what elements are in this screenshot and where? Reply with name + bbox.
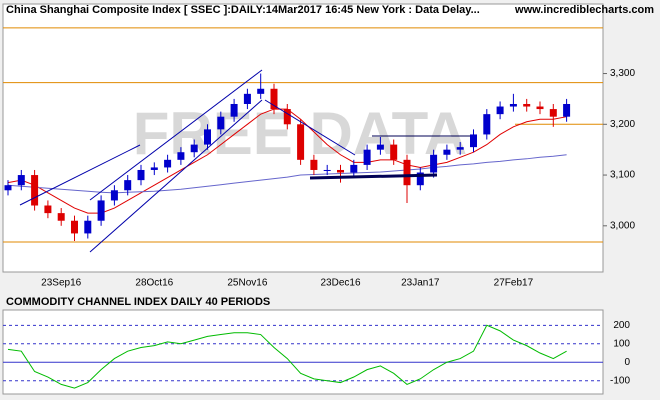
candle-body bbox=[84, 220, 92, 234]
y-tick-label: 100 bbox=[613, 338, 630, 349]
candle-body bbox=[310, 159, 318, 170]
candle-body bbox=[97, 200, 105, 221]
candle-body bbox=[470, 134, 477, 148]
y-tick-label: 3,200 bbox=[610, 119, 635, 130]
x-tick-label: 25Nov16 bbox=[227, 278, 267, 289]
x-tick-label: 28Oct16 bbox=[135, 278, 173, 289]
cci-title: COMMODITY CHANNEL INDEX DAILY 40 PERIODS bbox=[6, 296, 270, 308]
candle-body bbox=[164, 159, 172, 168]
x-tick-label: 23Sep16 bbox=[41, 278, 81, 289]
candle-body bbox=[323, 169, 331, 171]
candle-body bbox=[110, 190, 118, 201]
candle-body bbox=[44, 205, 52, 214]
candle-body bbox=[230, 103, 238, 117]
x-tick-label: 23Jan17 bbox=[401, 278, 440, 289]
candle-body bbox=[283, 109, 291, 125]
support-line bbox=[309, 173, 438, 180]
trend-line bbox=[264, 99, 356, 156]
y-tick-label: -100 bbox=[610, 375, 630, 386]
y-tick-label: 0 bbox=[624, 357, 630, 368]
candle-body bbox=[443, 149, 451, 155]
candle-body bbox=[416, 172, 424, 186]
candle-body bbox=[549, 109, 557, 117]
candle-body bbox=[243, 93, 251, 104]
channel-line bbox=[89, 99, 263, 253]
source: www.incrediblecharts.com bbox=[514, 4, 654, 16]
candle-body bbox=[350, 164, 358, 173]
candle-body bbox=[297, 124, 305, 160]
candle-body bbox=[523, 103, 531, 107]
candle-body bbox=[456, 147, 464, 150]
y-tick-label: 3,100 bbox=[610, 170, 635, 181]
candle-body bbox=[190, 144, 198, 153]
candle-body bbox=[403, 159, 411, 186]
candle-body bbox=[536, 106, 544, 110]
y-tick-label: 3,000 bbox=[610, 220, 635, 231]
candle-body bbox=[270, 88, 278, 110]
y-tick-label: 3,300 bbox=[610, 68, 635, 79]
candle-body bbox=[204, 129, 211, 145]
candle-body bbox=[17, 175, 25, 186]
x-tick-label: 27Feb17 bbox=[494, 278, 534, 289]
candle-body bbox=[4, 185, 12, 191]
channel-line bbox=[19, 144, 141, 206]
candle-body bbox=[390, 144, 398, 160]
candle-body bbox=[496, 106, 504, 115]
candle-body bbox=[217, 116, 225, 130]
candle-body bbox=[57, 213, 65, 221]
chart-title: China Shanghai Composite Index [ SSEC ]:… bbox=[6, 4, 480, 16]
candle-body bbox=[376, 144, 384, 150]
y-tick-label: 200 bbox=[613, 320, 630, 331]
candle-body bbox=[337, 169, 344, 173]
cci-panel bbox=[2, 309, 604, 395]
candle-body bbox=[257, 88, 265, 94]
line bbox=[7, 154, 567, 194]
channel-line bbox=[89, 69, 263, 201]
candle-body bbox=[71, 220, 78, 234]
candle-body bbox=[137, 169, 145, 181]
candle-body bbox=[150, 167, 158, 170]
candle-body bbox=[483, 114, 491, 135]
candle-body bbox=[31, 175, 39, 206]
x-tick-label: 23Dec16 bbox=[320, 278, 360, 289]
candle-body bbox=[430, 154, 438, 173]
line bbox=[7, 324, 567, 389]
candle-body bbox=[363, 149, 371, 165]
candle-body bbox=[563, 103, 571, 117]
candle-body bbox=[124, 180, 132, 191]
candle-body bbox=[509, 103, 517, 107]
candle-body bbox=[177, 152, 185, 160]
